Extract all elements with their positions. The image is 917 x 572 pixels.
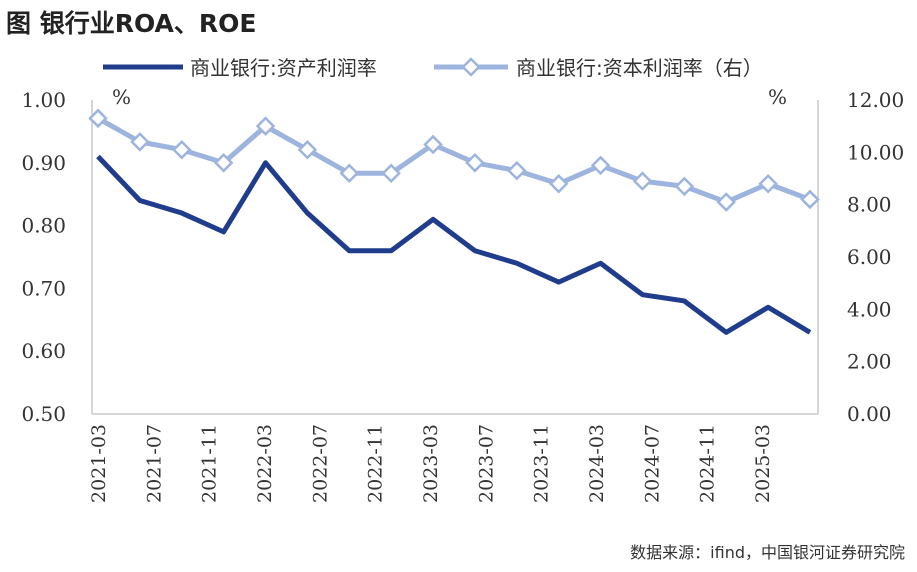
roe-point-marker bbox=[171, 139, 192, 160]
x-tick-label: 2021-07 bbox=[143, 424, 165, 503]
roe-point-marker bbox=[423, 134, 443, 155]
roe-point-marker bbox=[465, 153, 485, 173]
y-left-unit-label: % bbox=[112, 85, 131, 109]
roe-point-marker bbox=[381, 163, 401, 184]
roe-point-marker bbox=[255, 116, 276, 136]
y-right-tick-label: 12.00 bbox=[847, 88, 904, 112]
roe-point-marker bbox=[88, 108, 108, 129]
y-left-tick-label: 0.80 bbox=[21, 214, 66, 238]
roe-point-marker bbox=[758, 173, 778, 194]
x-tick-label: 2025-03 bbox=[752, 424, 774, 503]
roe-point-marker bbox=[507, 160, 527, 181]
y-right-tick-label: 8.00 bbox=[847, 193, 892, 217]
series-layer bbox=[88, 108, 820, 335]
x-tick-label: 2023-11 bbox=[531, 424, 553, 503]
y-left-tick-label: 0.70 bbox=[21, 276, 66, 300]
roe-point-marker bbox=[716, 192, 737, 212]
x-tick-label: 2022-03 bbox=[254, 424, 276, 503]
x-tick-label: 2021-03 bbox=[88, 424, 110, 503]
y-left-tick-label: 0.50 bbox=[21, 402, 66, 426]
x-tick-label: 2021-11 bbox=[199, 424, 221, 503]
roe-point-marker bbox=[297, 139, 318, 160]
y-right-tick-label: 4.00 bbox=[847, 297, 892, 321]
y-right-tick-label: 0.00 bbox=[847, 402, 892, 426]
x-tick-label: 2023-07 bbox=[475, 424, 497, 503]
y-right-tick-label: 10.00 bbox=[847, 140, 904, 164]
x-tick-label: 2022-07 bbox=[309, 424, 331, 503]
legend-label-roe: 商业银行:资本利润率（右） bbox=[516, 56, 763, 80]
x-tick-label: 2024-11 bbox=[697, 424, 719, 503]
source-note: 数据来源：ifind，中国银河证券研究院 bbox=[630, 543, 905, 562]
roe-point-marker bbox=[213, 153, 234, 173]
series-line-roe bbox=[96, 116, 811, 205]
x-tick-label: 2024-07 bbox=[641, 424, 663, 503]
roe-point-marker bbox=[339, 163, 360, 184]
legend: 商业银行:资产利润率 商业银行:资本利润率（右） bbox=[103, 56, 763, 80]
roe-point-marker bbox=[548, 173, 569, 194]
roe-point-marker bbox=[130, 132, 150, 152]
y-right-tick-label: 2.00 bbox=[847, 350, 892, 374]
x-tick-label: 2022-11 bbox=[365, 424, 387, 503]
figure-title: 图 银行业ROA、ROE bbox=[6, 9, 257, 38]
roe-point-marker bbox=[674, 176, 695, 197]
roe-point-marker bbox=[590, 155, 611, 176]
y-left-tick-label: 1.00 bbox=[21, 88, 66, 112]
legend-label-roa: 商业银行:资产利润率 bbox=[190, 56, 377, 80]
y-right-tick-label: 6.00 bbox=[847, 245, 892, 269]
x-tick-label: 2023-03 bbox=[420, 424, 442, 503]
y-left-tick-label: 0.90 bbox=[21, 151, 66, 175]
chart-axes: 0.50 0.60 0.70 0.80 0.90 1.00 0.00 2.00 4.00 6.00… bbox=[21, 85, 904, 503]
series-line-roa bbox=[96, 154, 812, 335]
y-left-tick-label: 0.60 bbox=[21, 339, 66, 363]
roe-point-marker bbox=[800, 189, 820, 210]
x-tick-label: 2024-03 bbox=[586, 424, 608, 503]
y-right-unit-label: % bbox=[768, 85, 787, 109]
legend-marker-roe bbox=[461, 57, 481, 77]
roe-point-marker bbox=[632, 171, 653, 191]
